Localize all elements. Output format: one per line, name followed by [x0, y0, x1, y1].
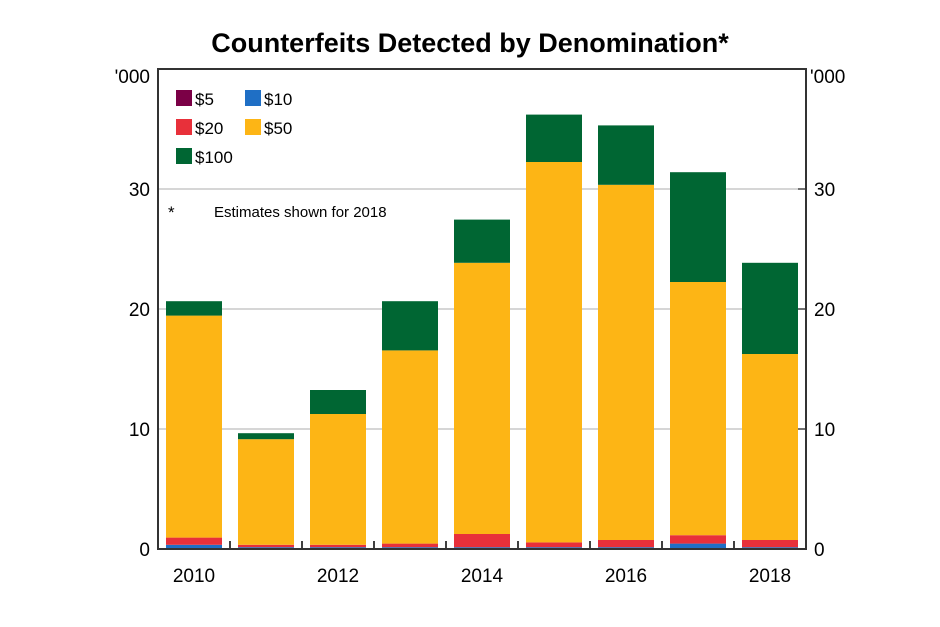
- bar-10-2014: [454, 547, 510, 549]
- bar-10-2011: [238, 547, 294, 549]
- legend-swatch-100: [176, 148, 192, 164]
- bar-20-2016: [598, 540, 654, 548]
- bar-20-2013: [382, 543, 438, 548]
- y-tick-label-right: 30: [814, 180, 835, 201]
- y-tick-label-left: 10: [129, 420, 150, 441]
- x-tick-label: 2016: [605, 566, 647, 587]
- bar-10-2018: [742, 547, 798, 549]
- legend-label: $50: [264, 119, 292, 138]
- x-tick-label: 2010: [173, 566, 215, 587]
- bar-20-2018: [742, 540, 798, 548]
- bar-50-2013: [382, 350, 438, 544]
- bar-50-2012: [310, 414, 366, 545]
- y-tick-label-left: 0: [139, 540, 150, 561]
- y-tick-label-right: 20: [814, 300, 835, 321]
- y-axis-unit-left: '000: [115, 67, 150, 88]
- y-tick-label-left: 20: [129, 300, 150, 321]
- bar-100-2018: [742, 262, 798, 354]
- legend-label: $10: [264, 90, 292, 109]
- bar-100-2015: [526, 114, 582, 162]
- bar-10-2012: [310, 547, 366, 549]
- bar-50-2011: [238, 439, 294, 545]
- legend-label: $20: [195, 119, 223, 138]
- bar-100-2010: [166, 301, 222, 316]
- legend-swatch-5: [176, 90, 192, 106]
- bar-50-2016: [598, 184, 654, 541]
- bar-10-2013: [382, 547, 438, 549]
- x-tick-label: 2012: [317, 566, 359, 587]
- legend-swatch-50: [245, 119, 261, 135]
- bar-10-2010: [166, 544, 222, 549]
- x-tick-label: 2014: [461, 566, 504, 587]
- legend-label: $5: [195, 90, 214, 109]
- bar-10-2017: [670, 543, 726, 549]
- bar-100-2014: [454, 219, 510, 263]
- bar-20-2014: [454, 534, 510, 548]
- bar-20-2011: [238, 544, 294, 548]
- note-text: Estimates shown for 2018: [214, 204, 387, 221]
- bar-100-2017: [670, 172, 726, 282]
- bar-50-2010: [166, 315, 222, 538]
- legend-swatch-20: [176, 119, 192, 135]
- bar-20-2017: [670, 535, 726, 544]
- y-tick-label-right: 0: [814, 540, 825, 561]
- y-axis-unit-right: '000: [810, 67, 845, 88]
- bar-50-2014: [454, 262, 510, 534]
- bar-10-2015: [526, 547, 582, 549]
- bar-100-2016: [598, 125, 654, 185]
- y-tick-label-right: 10: [814, 420, 835, 441]
- x-tick-label: 2018: [749, 566, 791, 587]
- bar-50-2015: [526, 162, 582, 543]
- bar-100-2011: [238, 433, 294, 440]
- bar-10-2016: [598, 547, 654, 549]
- y-tick-label-left: 30: [129, 180, 150, 201]
- bar-50-2017: [670, 282, 726, 536]
- legend-swatch-10: [245, 90, 261, 106]
- bar-100-2013: [382, 301, 438, 351]
- note-marker: *: [168, 203, 175, 222]
- legend-label: $100: [195, 148, 233, 167]
- bar-20-2012: [310, 544, 366, 548]
- bar-20-2015: [526, 542, 582, 548]
- bar-50-2018: [742, 354, 798, 540]
- bar-100-2012: [310, 390, 366, 414]
- plot-frame: [157, 68, 807, 550]
- chart-title: Counterfeits Detected by Denomination*: [211, 28, 729, 58]
- bar-20-2010: [166, 537, 222, 545]
